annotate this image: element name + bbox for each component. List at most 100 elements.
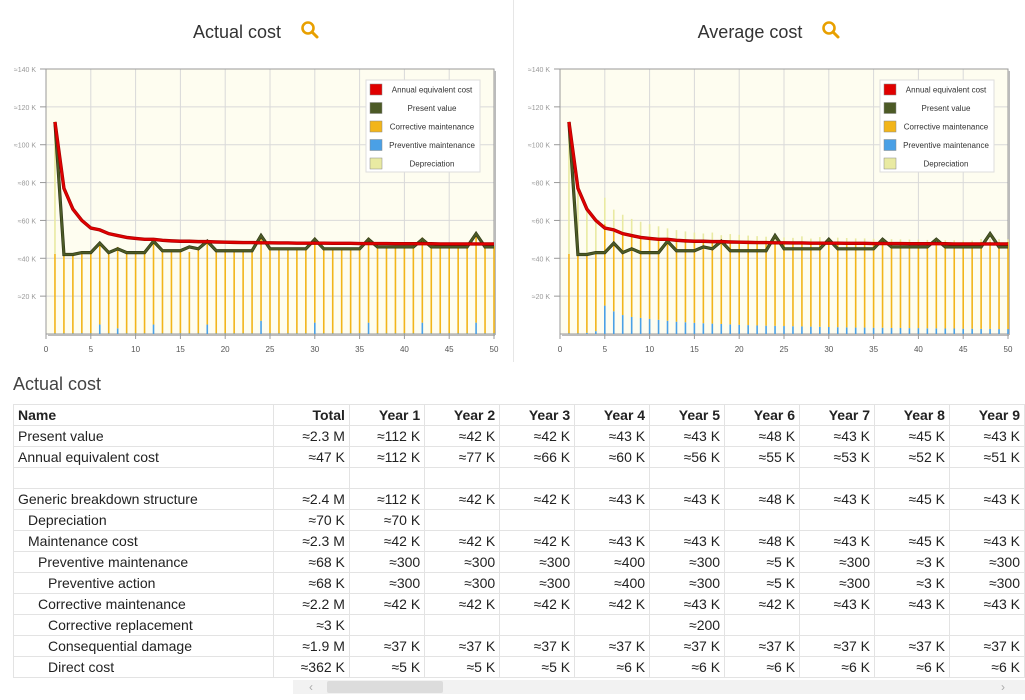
preventive-bar xyxy=(269,333,271,334)
legend-box xyxy=(365,79,481,173)
y-tick-label: ≈140 K xyxy=(528,67,550,74)
corrective-bar xyxy=(296,250,298,334)
depreciation-bar xyxy=(953,240,956,244)
legend-swatch xyxy=(369,120,383,133)
corrective-bar xyxy=(170,252,173,334)
value-cell: ≈48 K xyxy=(724,530,801,552)
depreciation-legend-item: Depreciation xyxy=(924,160,969,169)
value-cell: ≈42 K xyxy=(724,593,801,615)
x-tick-label: 50 xyxy=(1004,345,1013,354)
preventive-bar xyxy=(711,323,714,334)
preventive-bar xyxy=(828,326,830,334)
present-value-line xyxy=(53,121,494,256)
corrective-bar xyxy=(493,246,495,334)
preventive-bar xyxy=(657,319,660,334)
depreciation-bar xyxy=(720,235,723,243)
column-header: Year 7 xyxy=(799,404,875,426)
preventive-bar xyxy=(586,332,588,334)
x-tick-label: 35 xyxy=(869,345,878,354)
chart-legend: Annual equivalent cost Present value Corre… xyxy=(365,79,481,173)
corrective-bar xyxy=(747,241,749,326)
corrective-bar xyxy=(971,243,973,329)
corrective-bar xyxy=(693,241,696,323)
corrective-bar xyxy=(962,243,964,329)
corrective-bar xyxy=(765,242,767,326)
value-cell: ≈6 K xyxy=(799,656,875,678)
depreciation-bar xyxy=(648,224,651,238)
preventive-bar xyxy=(197,333,200,334)
value-cell: ≈112 K xyxy=(348,425,426,447)
value-cell: ≈37 K xyxy=(348,635,426,657)
table-row: Generic breakdown structure ≈2.4 M ≈112 K ≈… xyxy=(13,488,1025,510)
preventive-bar xyxy=(448,333,450,334)
value-cell: ≈45 K xyxy=(874,425,950,447)
search-icon[interactable] xyxy=(300,20,320,45)
preventive-bar xyxy=(962,328,964,334)
value-cell xyxy=(948,467,1025,489)
value-cell xyxy=(874,614,950,636)
preventive-bar xyxy=(305,333,307,334)
value-cell xyxy=(424,467,501,489)
corrective-bar xyxy=(125,252,128,334)
preventive-bar xyxy=(403,333,406,334)
value-cell: ≈5 K xyxy=(499,656,576,678)
depreciation-bar xyxy=(586,209,588,254)
corrective-bar xyxy=(251,250,253,334)
preventive-bar xyxy=(358,333,361,334)
preventive-bar xyxy=(881,327,884,334)
legend-swatch xyxy=(883,120,897,133)
preventive-bar xyxy=(863,327,866,334)
preventive-bar xyxy=(125,333,128,334)
value-cell: ≈42 K xyxy=(499,488,576,510)
preventive-bar xyxy=(989,328,991,334)
value-cell xyxy=(348,467,426,489)
value-cell: ≈300 xyxy=(348,572,426,594)
corrective-bar xyxy=(657,238,660,320)
preventive-bar xyxy=(917,328,920,334)
preventive-bar xyxy=(845,327,848,334)
corrective-bar xyxy=(872,242,875,328)
corrective-bar xyxy=(630,235,633,317)
preventive-bar xyxy=(107,333,110,334)
preventive-bar xyxy=(729,324,732,334)
value-cell: ≈300 xyxy=(799,551,875,573)
corrective-bar xyxy=(385,248,388,334)
corrective-bar xyxy=(430,248,433,334)
corrective-bar xyxy=(639,236,642,318)
value-cell: ≈300 xyxy=(799,572,875,594)
preventive-bar xyxy=(421,322,424,334)
scroll-left-icon[interactable]: ‹ xyxy=(309,680,313,694)
corrective-bar xyxy=(702,241,705,324)
depreciation-bar xyxy=(819,237,821,242)
value-cell: ≈3 K xyxy=(874,572,950,594)
legend-swatch xyxy=(883,157,897,170)
y-tick-label: ≈60 K xyxy=(532,218,551,225)
corrective-bar xyxy=(890,242,893,328)
horizontal-scrollbar[interactable]: ‹ › xyxy=(293,680,1025,694)
value-cell: ≈60 K xyxy=(574,446,651,468)
corrective-bar xyxy=(863,242,866,328)
corrective-bar xyxy=(953,243,956,329)
corrective-bar xyxy=(242,250,244,334)
preventive-bar xyxy=(215,333,218,334)
value-cell: ≈48 K xyxy=(724,425,801,447)
scrollbar-thumb[interactable] xyxy=(327,681,443,693)
x-tick-label: 30 xyxy=(824,345,833,354)
legend-swatch xyxy=(369,157,383,170)
search-icon[interactable] xyxy=(821,20,841,45)
scroll-right-icon[interactable]: › xyxy=(1001,680,1005,694)
value-cell: ≈6 K xyxy=(874,656,950,678)
legend-swatch xyxy=(369,83,383,96)
value-cell xyxy=(424,509,501,531)
value-cell: ≈43 K xyxy=(799,488,875,510)
row-name-cell: Annual equivalent cost xyxy=(13,446,275,468)
preventive-bar xyxy=(819,326,821,334)
value-cell: ≈53 K xyxy=(799,446,875,468)
depreciation-bar xyxy=(962,240,964,244)
preventive-bar xyxy=(188,333,191,334)
present-value-line xyxy=(567,121,1008,256)
corrective-bar xyxy=(224,250,226,334)
value-cell xyxy=(424,614,501,636)
